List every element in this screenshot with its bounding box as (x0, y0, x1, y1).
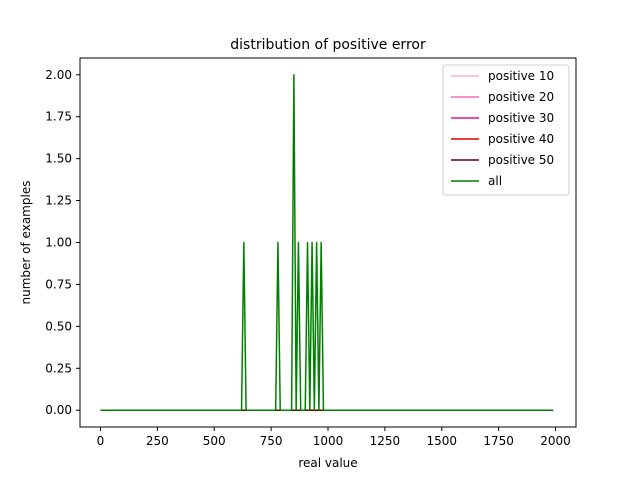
legend: positive 10 positive 20 positive 30 positiv… (442, 64, 570, 196)
y-axis-title: number of examples (19, 181, 33, 305)
legend-box (442, 64, 570, 196)
series-layer (100, 74, 554, 411)
y-tick-label: 1.50 (45, 152, 72, 166)
x-axis: 0 250 500 750 1000 1250 1500 1750 2000 (97, 427, 571, 448)
y-tick-label: 0.00 (45, 403, 72, 417)
y-tick-label: 1.00 (45, 236, 72, 250)
x-tick-label: 750 (260, 434, 283, 448)
x-tick-label: 250 (146, 434, 169, 448)
legend-label: positive 10 (488, 69, 554, 83)
legend-label: positive 20 (488, 90, 554, 104)
x-tick-label: 500 (203, 434, 226, 448)
chart-title: distribution of positive error (230, 37, 426, 53)
x-tick-label: 0 (97, 434, 105, 448)
y-tick-label: 0.50 (45, 319, 72, 333)
series-line-all (100, 74, 554, 411)
y-tick-label: 1.25 (45, 194, 72, 208)
x-axis-title: real value (298, 456, 357, 470)
legend-label: positive 30 (488, 111, 554, 125)
x-tick-label: 1750 (483, 434, 514, 448)
x-tick-label: 1500 (426, 434, 457, 448)
y-axis: 0.00 0.25 0.50 0.75 1.00 1.25 1.50 1.75 2.00 (45, 68, 80, 417)
x-tick-label: 1000 (313, 434, 344, 448)
x-tick-label: 1250 (370, 434, 401, 448)
y-tick-label: 0.25 (45, 361, 72, 375)
legend-label: positive 50 (488, 153, 554, 167)
y-tick-label: 0.75 (45, 277, 72, 291)
x-tick-label: 2000 (540, 434, 571, 448)
legend-label: positive 40 (488, 132, 554, 146)
y-tick-label: 1.75 (45, 110, 72, 124)
legend-label: all (488, 174, 502, 188)
y-tick-label: 2.00 (45, 68, 72, 82)
